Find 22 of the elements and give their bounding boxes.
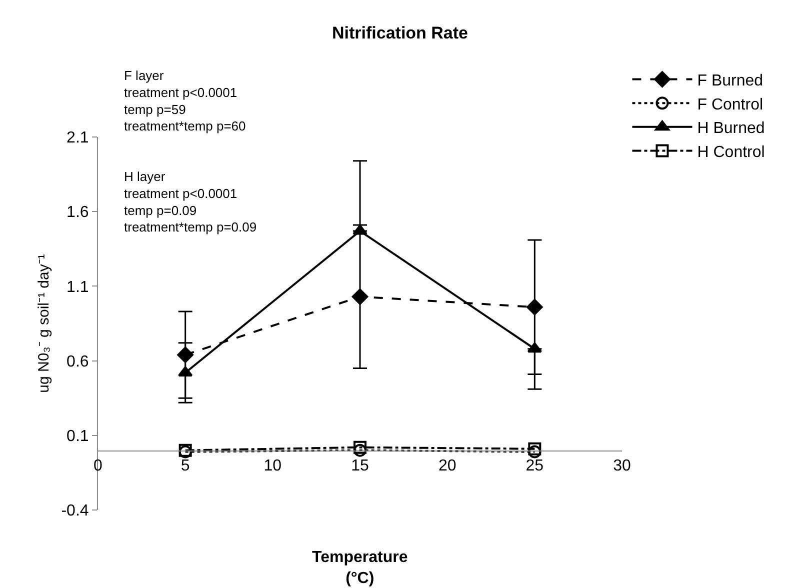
x-tick-label: 5 bbox=[180, 458, 190, 475]
text: F layer treatment p<0.0001 temp p=59 treatment*temp p=60 bbox=[124, 68, 246, 134]
x-tick-label: 10 bbox=[264, 458, 282, 475]
annotation: H layer treatment p<0.0001 temp p=0.09 treatment*temp p=0.09 bbox=[124, 169, 257, 235]
x-axis-title: Temperature (°C) bbox=[312, 549, 408, 587]
legend-label: H Control bbox=[697, 144, 765, 161]
y-tick-label: 1.6 bbox=[66, 204, 89, 222]
x-tick-label: 0 bbox=[94, 458, 103, 475]
x-tick-label: 30 bbox=[613, 458, 631, 475]
x-tick-label: 15 bbox=[351, 458, 369, 475]
chart-title: Nitrification Rate bbox=[332, 23, 468, 42]
legend-label: H Burned bbox=[697, 120, 765, 138]
y-axis-title: ug N0₃⁻ g soil⁻¹ day⁻¹ bbox=[35, 254, 52, 393]
y-tick-label: 1.1 bbox=[66, 278, 89, 296]
y-tick-label: 0.1 bbox=[66, 428, 89, 445]
y-tick-label: 2.1 bbox=[66, 130, 89, 147]
x-tick-label: 25 bbox=[526, 458, 544, 475]
y-tick-label: 0.6 bbox=[66, 353, 89, 370]
y-tick-label: -0.4 bbox=[61, 502, 89, 520]
legend-label: F Control bbox=[697, 96, 764, 114]
x-tick-label: 20 bbox=[438, 458, 456, 475]
legend-label: F Burned bbox=[697, 72, 764, 90]
